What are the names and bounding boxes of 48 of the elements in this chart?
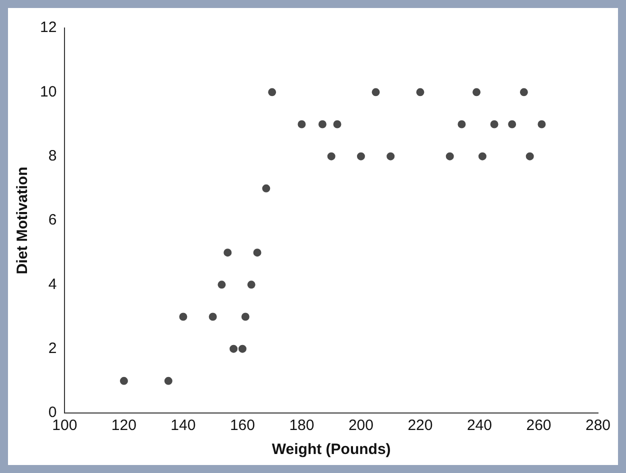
x-tick-label: 140 (170, 417, 196, 434)
point (416, 88, 424, 96)
point (247, 280, 256, 289)
point (208, 312, 217, 321)
x-tick-label: 260 (526, 417, 552, 434)
point (268, 88, 276, 96)
point (490, 120, 498, 128)
point (164, 376, 172, 385)
point (472, 88, 481, 96)
y-tick-label: 2 (48, 340, 57, 357)
point (333, 120, 342, 128)
point (218, 280, 226, 289)
point (356, 152, 365, 160)
y-tick-label: 10 (40, 83, 57, 100)
point (372, 88, 380, 96)
point (241, 312, 250, 321)
point (179, 312, 188, 321)
point (253, 248, 262, 257)
point (458, 120, 466, 128)
x-tick-label: 220 (408, 417, 433, 434)
point (520, 88, 528, 96)
point (327, 152, 336, 160)
x-tick-label: 200 (348, 417, 374, 434)
x-tick-label: 180 (289, 417, 314, 434)
point (526, 152, 534, 160)
point (224, 248, 232, 257)
point (386, 152, 395, 160)
point (446, 152, 454, 160)
x-tick-label: 160 (230, 417, 255, 434)
x-tick-label: 120 (111, 417, 136, 434)
point (478, 152, 486, 160)
y-tick-label: 8 (48, 147, 57, 164)
x-tick-label: 100 (52, 417, 78, 434)
y-tick-label: 6 (48, 212, 57, 229)
y-axis-title: Diet Motivation (14, 166, 32, 274)
point (238, 344, 246, 353)
point (318, 120, 326, 128)
point (262, 184, 270, 192)
point (508, 120, 516, 128)
y-tick-label: 12 (40, 19, 57, 36)
point (298, 120, 306, 128)
x-axis-title: Weight (Pounds) (272, 441, 391, 458)
y-tick-label: 4 (48, 276, 57, 293)
x-tick-label: 240 (466, 417, 492, 434)
point (230, 344, 238, 353)
point (538, 120, 546, 128)
point (120, 376, 128, 385)
x-tick-label: 280 (585, 417, 611, 434)
